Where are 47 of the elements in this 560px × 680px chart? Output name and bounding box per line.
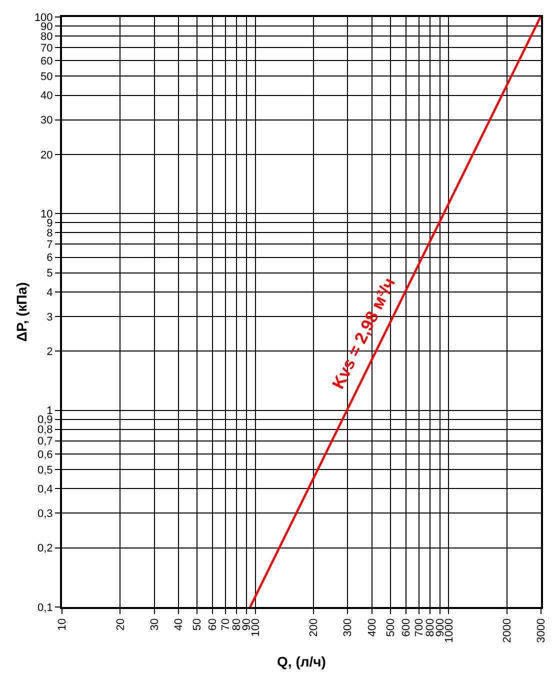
y-tick-label: 0,4	[38, 483, 53, 496]
y-axis-title: ΔP, (кПа)	[14, 282, 30, 342]
y-tick-label: 80	[40, 30, 53, 43]
x-tick-label: 10	[56, 618, 69, 631]
x-tick-label: 30	[148, 618, 161, 631]
x-tick-label: 2000	[502, 618, 514, 643]
x-tick-label: 70	[220, 618, 232, 631]
y-tick-label: 90	[40, 20, 53, 33]
y-tick-label: 3	[46, 311, 53, 324]
y-tick-label: 30	[40, 114, 53, 127]
y-tick-label: 20	[40, 149, 53, 162]
y-tick-label: 0,9	[38, 414, 53, 426]
y-tick-label: 7	[46, 238, 53, 251]
y-tick-label: 5	[46, 268, 53, 280]
y-tick-label: 40	[40, 90, 53, 102]
x-tick-label: 3000	[536, 618, 548, 643]
x-tick-label: 300	[342, 618, 354, 637]
y-tick-label: 6	[46, 252, 53, 264]
x-tick-label: 40	[172, 618, 185, 631]
x-tick-label: 1000	[443, 618, 456, 643]
y-tick-label: 0,8	[38, 424, 53, 436]
x-tick-label: 100	[250, 618, 262, 637]
x-tick-label: 500	[385, 618, 398, 637]
y-tick-label: 60	[40, 55, 53, 68]
y-tick-label: 50	[40, 71, 53, 84]
y-tick-label: 9	[46, 218, 53, 230]
annotation: Kvs = 2,98 м³/ч	[328, 274, 400, 392]
x-tick-label: 600	[400, 618, 412, 637]
y-tick-label: 0,3	[38, 508, 53, 520]
x-tick-label: 60	[207, 618, 220, 631]
x-tick-label: 400	[366, 618, 378, 637]
x-axis-title: Q, (л/ч)	[277, 654, 326, 670]
x-tick-label: 80	[231, 618, 244, 631]
y-tick-label: 0,5	[38, 464, 53, 476]
y-tick-label: 4	[46, 286, 53, 299]
y-tick-label: 0,7	[38, 436, 53, 448]
x-tick-label: 200	[308, 618, 320, 637]
y-tick-label: 2	[46, 346, 53, 358]
x-tick-label: 50	[192, 618, 204, 631]
y-tick-label: 0,6	[38, 448, 53, 461]
x-tick-label: 20	[114, 618, 127, 631]
y-tick-label: 70	[40, 42, 53, 54]
y-tick-label: 8	[46, 228, 53, 240]
y-tick-label: 0,2	[38, 542, 53, 555]
x-tick-label: 800	[424, 618, 437, 637]
y-tick-label: 0,1	[38, 602, 53, 614]
x-tick-label: 700	[413, 618, 426, 637]
